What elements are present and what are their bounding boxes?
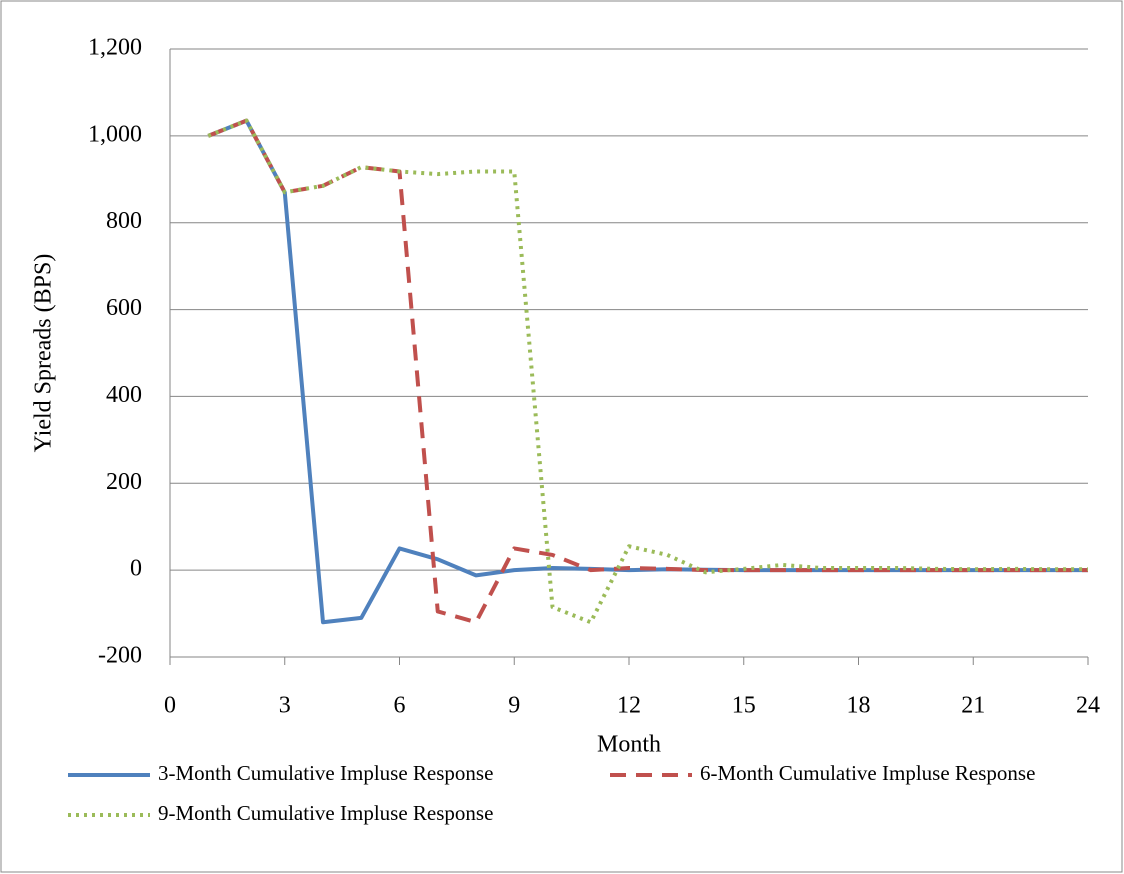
y-tick-label: 400 [106,382,142,408]
x-axis-label: Month [597,732,661,758]
y-tick-label: 1,000 [88,121,142,147]
y-tick-label: 0 [130,556,142,582]
y-tick-label: 1,200 [88,35,142,61]
x-tick-label: 9 [508,693,520,719]
y-tick-label: 800 [106,208,142,234]
y-tick-label: 600 [106,295,142,321]
x-tick-label: 21 [961,693,985,719]
legend-label: 3-Month Cumulative Impluse Response [158,761,493,785]
y-axis-label: Yield Spreads (BPS) [31,254,57,453]
y-tick-label: 200 [106,469,142,495]
legend-label: 9-Month Cumulative Impluse Response [158,801,493,825]
legend: 3-Month Cumulative Impluse Response 6-Mon… [68,761,1035,825]
x-tick-label: 24 [1076,693,1100,719]
series-line [207,118,1088,625]
legend-label: 6-Month Cumulative Impluse Response [700,761,1035,785]
x-tick-label: 6 [394,693,406,719]
x-tick-label: 0 [164,693,176,719]
y-tick-label: -200 [98,643,142,669]
x-tick-label: 15 [732,693,756,719]
x-tick-label: 3 [279,693,291,719]
x-tick-label: 12 [617,693,641,719]
x-tick-label: 18 [847,693,871,719]
